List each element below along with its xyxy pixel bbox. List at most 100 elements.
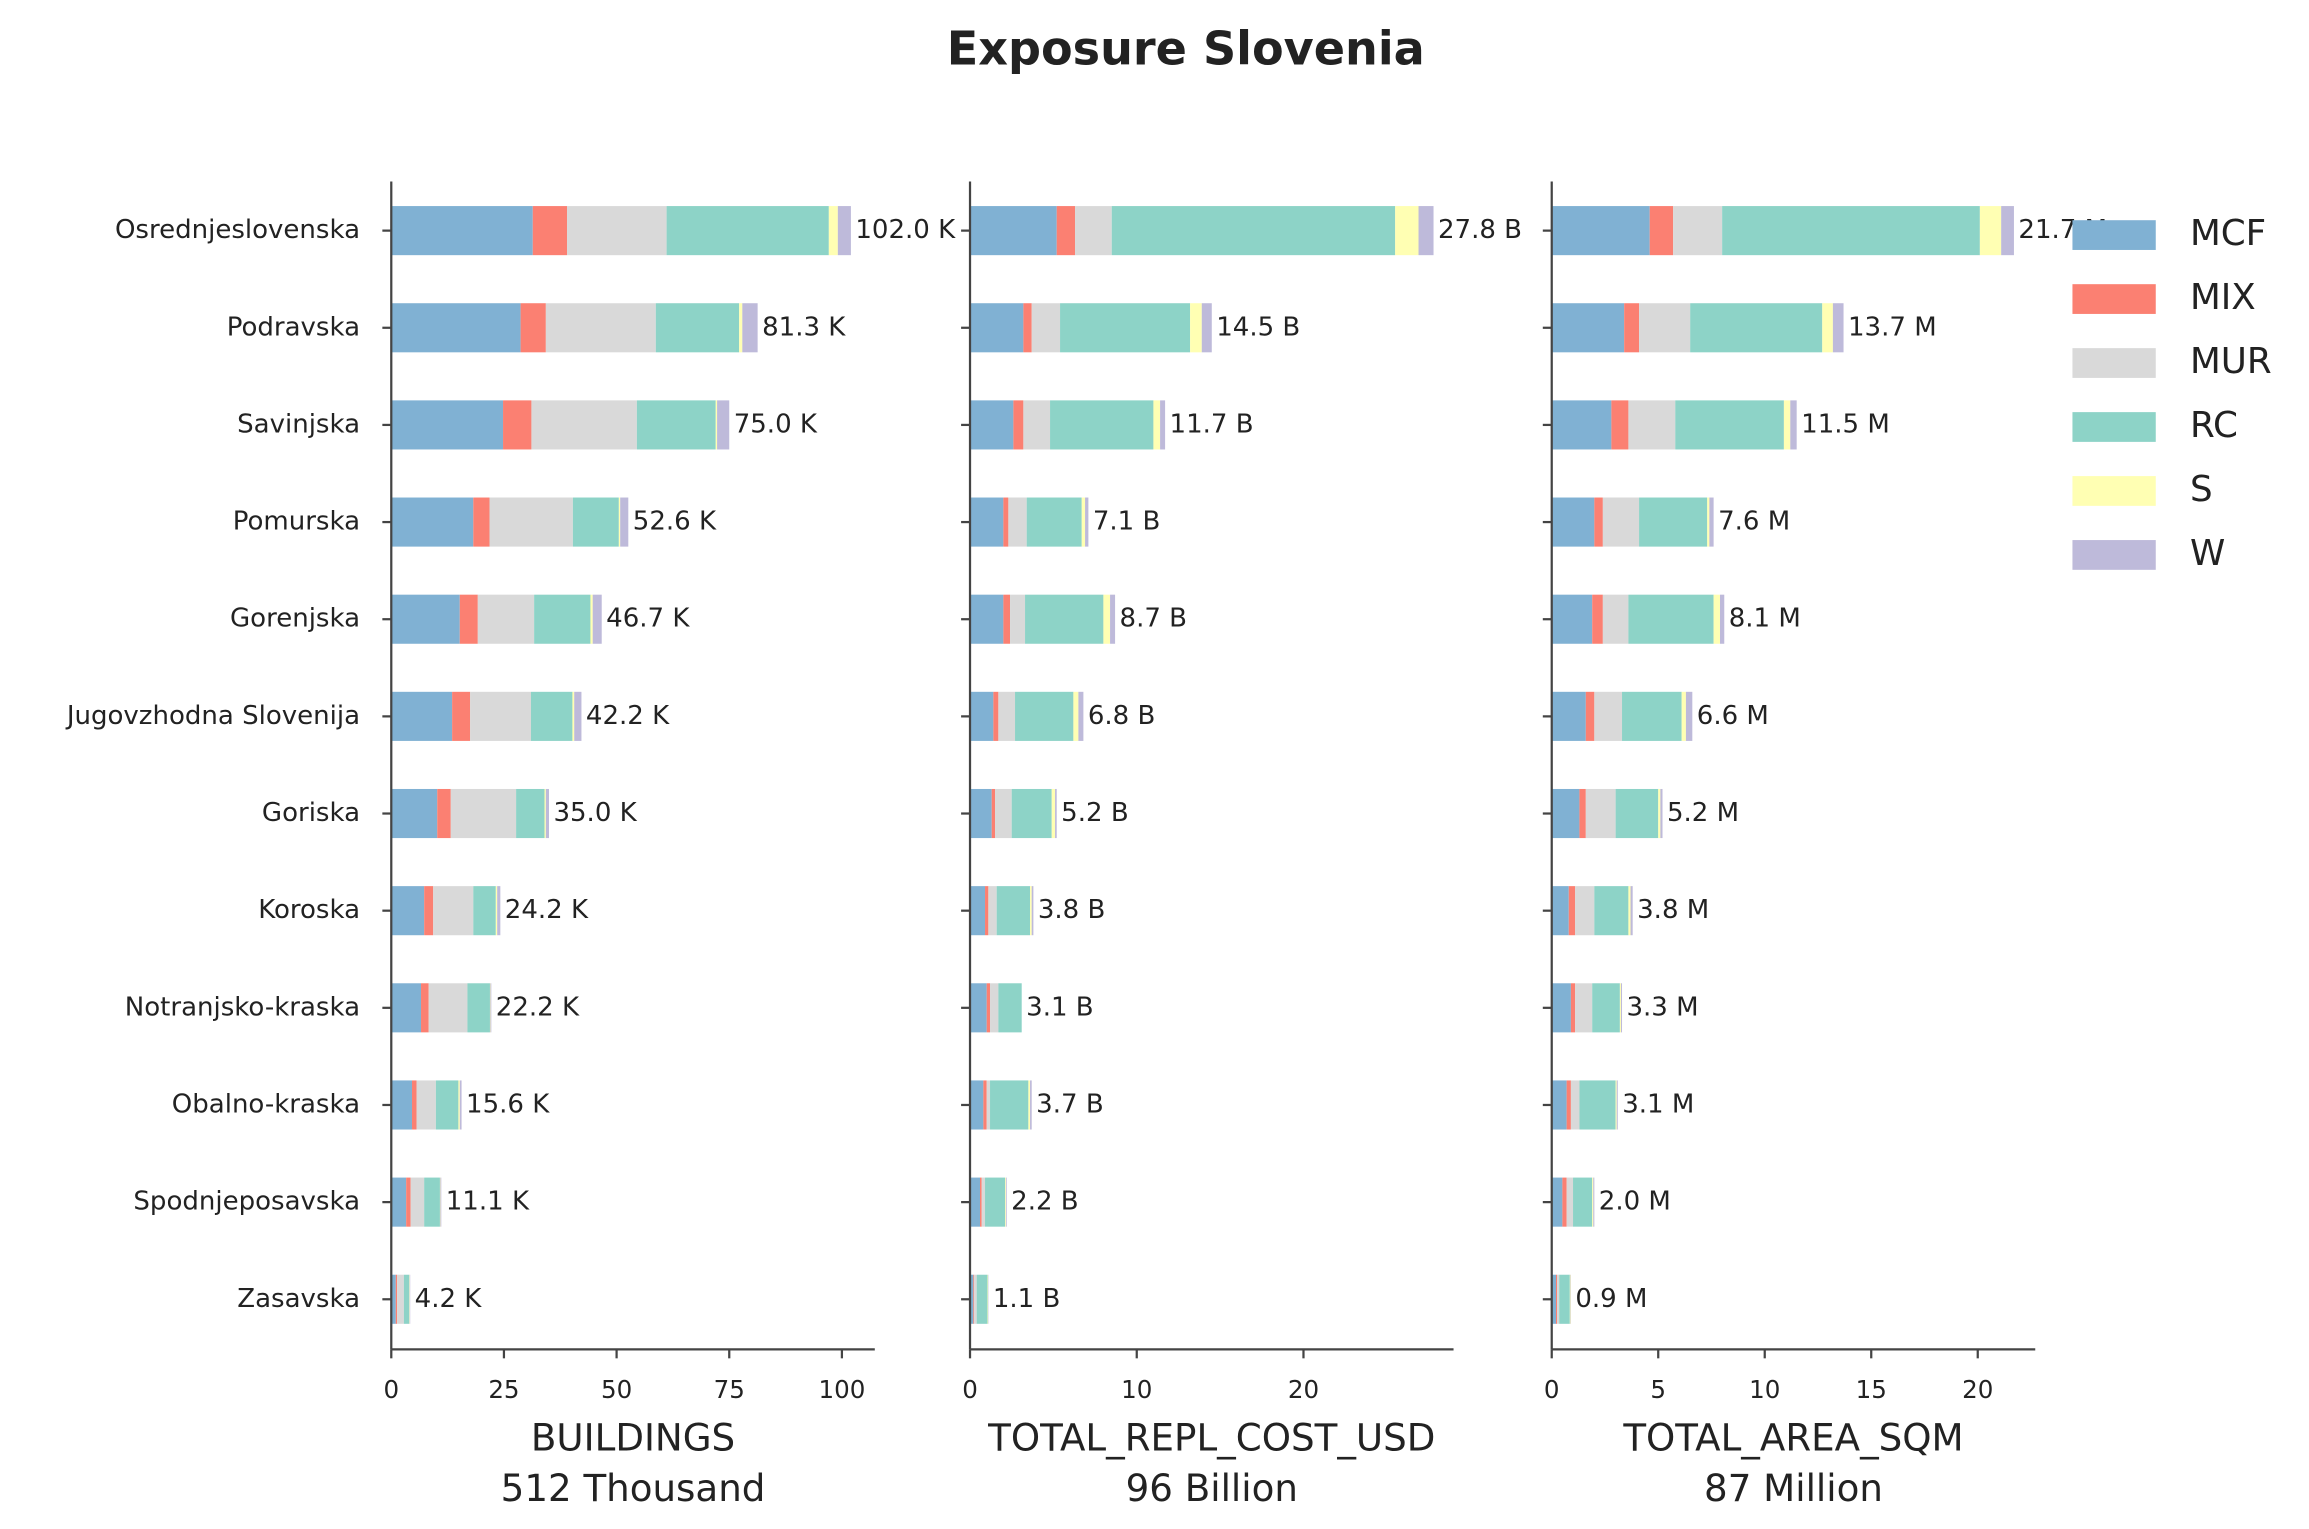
total-label: 6.6 M xyxy=(1697,701,1769,731)
bar-segment xyxy=(1551,1080,1567,1130)
bar-segment xyxy=(1031,303,1061,353)
bar-segment xyxy=(1003,497,1009,547)
bar-segment xyxy=(1639,303,1691,353)
bar-segment xyxy=(1649,206,1674,256)
bar-segment xyxy=(391,1274,396,1324)
bar-segment xyxy=(428,983,468,1033)
bar-segment xyxy=(435,1080,459,1130)
bar-segment xyxy=(995,788,1012,839)
x-axis-note: 512 Thousand xyxy=(501,1466,766,1510)
x-tick-label: 5 xyxy=(1650,1375,1666,1404)
bar-segment xyxy=(1685,691,1693,741)
bar-segment xyxy=(1579,788,1586,839)
bar-segment xyxy=(1013,400,1024,450)
bar-segment xyxy=(1602,594,1629,644)
bar-segment xyxy=(620,497,629,547)
bar-segment xyxy=(545,303,656,353)
bar-segment xyxy=(1075,206,1112,256)
bar-segment xyxy=(715,400,718,450)
bar-segment xyxy=(544,788,546,839)
bar-segment xyxy=(1055,788,1057,839)
bar-segment xyxy=(437,788,451,839)
legend-swatch xyxy=(2072,476,2156,506)
legend-swatch xyxy=(2072,348,2156,378)
bar-segment xyxy=(998,983,1022,1033)
legend-swatch xyxy=(2072,412,2156,442)
bar-segment xyxy=(450,788,517,839)
bar-segment xyxy=(1418,206,1434,256)
bar-segment xyxy=(391,303,521,353)
bar-segment xyxy=(1010,594,1026,644)
bar-segment xyxy=(1570,983,1576,1033)
bar-segment xyxy=(1690,303,1823,353)
bar-segment xyxy=(1003,594,1011,644)
bar-segment xyxy=(1783,400,1791,450)
bar-segment xyxy=(1628,886,1631,936)
bar-segment xyxy=(1602,497,1640,547)
bar-segment xyxy=(1660,788,1663,839)
legend-label: MCF xyxy=(2190,213,2266,254)
bar-segment xyxy=(970,1080,984,1130)
legend-swatch xyxy=(2072,284,2156,314)
y-tick-label: Pomurska xyxy=(233,507,360,537)
bar-segment xyxy=(473,886,496,936)
bar-segment xyxy=(1832,303,1844,353)
bar-segment xyxy=(391,594,460,644)
bar-segment xyxy=(1628,594,1714,644)
bar-segment xyxy=(1585,691,1595,741)
bar-segment xyxy=(1073,691,1079,741)
total-label: 8.7 B xyxy=(1120,604,1188,634)
bar-segment xyxy=(1579,1080,1616,1130)
bar-segment xyxy=(495,886,498,936)
bar-segment xyxy=(391,983,422,1033)
bar-segment xyxy=(459,594,478,644)
bar-segment xyxy=(397,1274,404,1324)
bar-segment xyxy=(1051,788,1056,839)
bar-segment xyxy=(1722,206,1980,256)
bar-segment xyxy=(490,983,492,1033)
bar-segment xyxy=(837,206,851,256)
bar-segment xyxy=(1551,1274,1556,1324)
bar-segment xyxy=(1709,497,1714,547)
total-label: 6.8 B xyxy=(1088,701,1156,731)
bar-segment xyxy=(655,303,740,353)
bar-segment xyxy=(532,206,568,256)
bar-segment xyxy=(985,1177,1006,1227)
bar-segment xyxy=(1566,1177,1574,1227)
total-label: 4.2 K xyxy=(415,1284,483,1314)
y-tick-label: Gorenjska xyxy=(230,604,360,634)
bar-segment xyxy=(1028,1080,1031,1130)
bar-segment xyxy=(970,1177,981,1227)
bar-segment xyxy=(985,886,989,936)
total-label: 81.3 K xyxy=(762,312,846,342)
bar-segment xyxy=(986,983,991,1033)
bar-segment xyxy=(1005,1177,1007,1227)
bar-segment xyxy=(1030,886,1032,936)
figure-title: Exposure Slovenia xyxy=(947,22,1425,76)
bar-segment xyxy=(592,594,602,644)
total-label: 5.2 B xyxy=(1061,798,1129,828)
total-label: 0.9 M xyxy=(1575,1284,1647,1314)
bar-segment xyxy=(1624,303,1640,353)
bar-segment xyxy=(503,400,532,450)
x-tick-label: 0 xyxy=(962,1375,978,1404)
bar-segment xyxy=(1030,1080,1032,1130)
bar-segment xyxy=(1160,400,1166,450)
bar-segment xyxy=(477,594,535,644)
bar-segment xyxy=(1081,497,1086,547)
y-tick-label: Obalno-kraska xyxy=(172,1089,360,1119)
x-tick-label: 50 xyxy=(601,1375,632,1404)
total-label: 22.2 K xyxy=(496,992,580,1022)
bar-segment xyxy=(470,691,531,741)
bar-segment xyxy=(421,983,429,1033)
bar-segment xyxy=(1011,788,1052,839)
bar-segment xyxy=(1190,303,1202,353)
x-axis-label: BUILDINGS xyxy=(531,1416,735,1460)
total-label: 3.8 M xyxy=(1637,895,1709,925)
bar-segment xyxy=(976,1274,988,1324)
total-label: 2.0 M xyxy=(1599,1187,1671,1217)
bar-segment xyxy=(970,691,994,741)
bar-segment xyxy=(424,886,434,936)
bar-segment xyxy=(403,1274,410,1324)
bar-segment xyxy=(1023,303,1032,353)
